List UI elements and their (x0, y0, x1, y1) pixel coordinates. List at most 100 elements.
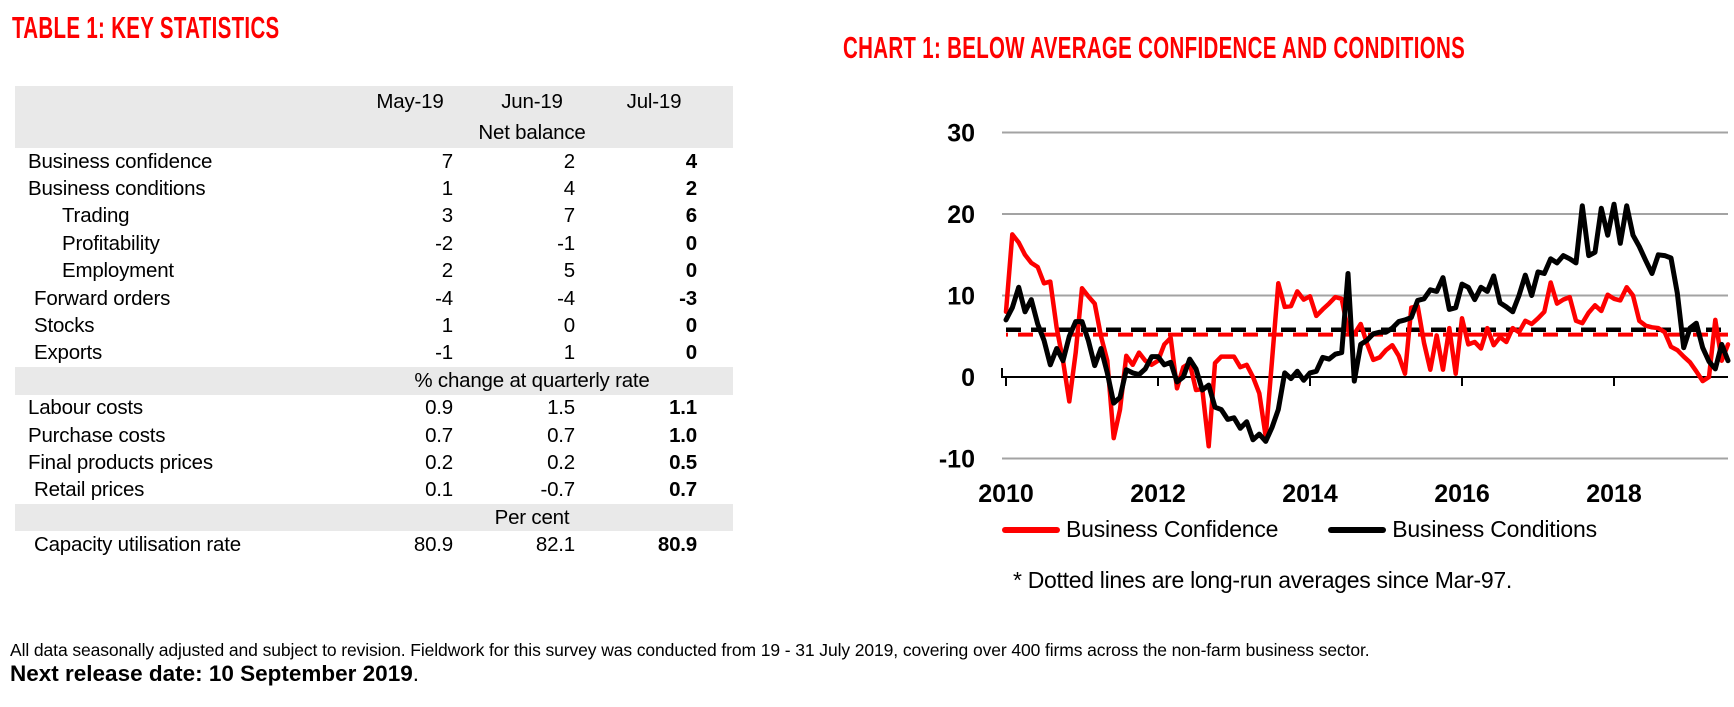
cell-jun: 82.1 (535, 533, 575, 557)
cell-jun: 5 (563, 259, 575, 283)
cell-may: -1 (435, 341, 453, 365)
table-row-business-conditions: Business conditions 1 4 2 (15, 175, 733, 202)
col-header-may: May-19 (376, 89, 444, 113)
cell-may: 7 (441, 149, 453, 173)
y-axis-tick-label: 30 (947, 120, 975, 148)
col-header-jun: Jun-19 (501, 89, 563, 113)
business-conditions-line (1003, 201, 1731, 444)
table-row-forward-orders: Forward orders -4 -4 -3 (15, 285, 733, 312)
row-label: Trading (62, 204, 130, 228)
legend-label-conditions: Business Conditions (1392, 516, 1597, 542)
table-row-purchase-costs: Purchase costs 0.7 0.7 1.0 (15, 422, 733, 449)
cell-jul: 80.9 (657, 533, 697, 557)
next-release-line: Next release date: 10 September 2019. (10, 661, 419, 687)
cell-may: 80.9 (413, 533, 453, 557)
cell-jun: -1 (557, 231, 575, 255)
cell-jun: 7 (563, 204, 575, 228)
cell-jul: 1.1 (669, 396, 697, 420)
table-row-employment: Employment 2 5 0 (15, 258, 733, 285)
row-label: Profitability (62, 231, 160, 255)
x-axis-tick-label: 2010 (978, 480, 1034, 508)
cell-jun: -4 (557, 286, 575, 310)
cell-may: -2 (435, 231, 453, 255)
cell-jun: 0.7 (547, 423, 575, 447)
band-per-cent-label: Per cent (494, 505, 570, 529)
chart-title: CHART 1: BELOW AVERAGE CONFIDENCE AND CO… (843, 30, 1734, 66)
cell-may: -4 (435, 286, 453, 310)
table-row-exports: Exports -1 1 0 (15, 340, 733, 367)
x-axis-tick-label: 2014 (1282, 480, 1338, 508)
table-title: TABLE 1: KEY STATISTICS (12, 10, 417, 46)
row-label: Final products prices (28, 450, 213, 474)
band-net-balance: Net balance (15, 117, 733, 148)
cell-jun: 0.2 (547, 450, 575, 474)
cell-jul: -3 (679, 286, 697, 310)
cell-jun: 1.5 (547, 396, 575, 420)
cell-jul: 0 (685, 314, 697, 338)
business-confidence-line (1003, 232, 1731, 449)
cell-may: 3 (441, 204, 453, 228)
next-release-period: . (412, 661, 419, 686)
row-label: Retail prices (34, 478, 145, 502)
band-net-balance-label: Net balance (478, 120, 586, 144)
cell-jul: 1.0 (669, 423, 697, 447)
chart-footnote: * Dotted lines are long-run averages sin… (1013, 567, 1512, 593)
confidence-line-swatch-icon (1002, 526, 1060, 533)
y-axis-tick-label: 0 (961, 364, 975, 392)
band-pct-change-label: % change at quarterly rate (414, 368, 650, 392)
next-release-text: Next release date: 10 September 2019 (10, 661, 413, 686)
row-label: Employment (62, 259, 174, 283)
col-header-jul: Jul-19 (626, 89, 682, 113)
cell-jun: -0.7 (540, 478, 575, 502)
cell-may: 1 (441, 314, 453, 338)
table-row-capacity-utilisation: Capacity utilisation rate 80.9 82.1 80.9 (15, 531, 733, 558)
key-statistics-table: May-19 Jun-19 Jul-19 Net balance Busines… (15, 86, 733, 559)
legend-item-confidence: Business Confidence (1002, 516, 1278, 543)
cell-jul: 4 (685, 149, 697, 173)
legend-item-conditions: Business Conditions (1328, 516, 1597, 543)
row-label: Stocks (34, 314, 95, 338)
cell-jul: 0.7 (669, 478, 697, 502)
table-row-labour-costs: Labour costs 0.9 1.5 1.1 (15, 395, 733, 422)
x-axis-tick-label: 2016 (1434, 480, 1490, 508)
table-title-text: TABLE 1: KEY STATISTICS (12, 10, 280, 45)
cell-jul: 2 (685, 177, 697, 201)
table-row-retail-prices: Retail prices 0.1 -0.7 0.7 (15, 477, 733, 504)
row-label: Forward orders (34, 286, 171, 310)
cell-jul: 0 (685, 259, 697, 283)
table-row-final-products-prices: Final products prices 0.2 0.2 0.5 (15, 449, 733, 476)
conditions-line-swatch-icon (1328, 526, 1387, 533)
table-row-profitability: Profitability -2 -1 0 (15, 230, 733, 257)
row-label: Exports (34, 341, 103, 365)
row-label: Business confidence (28, 149, 213, 173)
cell-jul: 0.5 (669, 450, 697, 474)
x-axis-tick-label: 2012 (1130, 480, 1186, 508)
legend-label-confidence: Business Confidence (1066, 516, 1279, 542)
cell-jun: 1 (563, 341, 575, 365)
cell-jun: 2 (563, 149, 575, 173)
cell-may: 0.9 (425, 396, 453, 420)
y-axis-tick-label: 10 (947, 283, 975, 311)
table-row-business-confidence: Business confidence 7 2 4 (15, 148, 733, 175)
table-row-stocks: Stocks 1 0 0 (15, 312, 733, 339)
cell-may: 0.1 (425, 478, 453, 502)
cell-may: 0.7 (425, 423, 453, 447)
cell-jun: 4 (563, 177, 575, 201)
y-axis-tick-label: 20 (947, 201, 975, 229)
cell-may: 2 (441, 259, 453, 283)
cell-jul: 6 (685, 204, 697, 228)
chart-legend: Business Confidence Business Conditions (1002, 516, 1597, 543)
band-pct-change: % change at quarterly rate (15, 367, 733, 395)
cell-jul: 0 (685, 341, 697, 365)
row-label: Business conditions (28, 177, 206, 201)
chart-title-text: CHART 1: BELOW AVERAGE CONFIDENCE AND CO… (843, 30, 1466, 65)
cell-jul: 0 (685, 231, 697, 255)
y-axis-tick-label: -10 (939, 446, 975, 474)
row-label: Labour costs (28, 396, 143, 420)
row-label: Capacity utilisation rate (34, 533, 241, 557)
row-label: Purchase costs (28, 423, 166, 447)
cell-may: 0.2 (425, 450, 453, 474)
band-per-cent: Per cent (15, 504, 733, 532)
